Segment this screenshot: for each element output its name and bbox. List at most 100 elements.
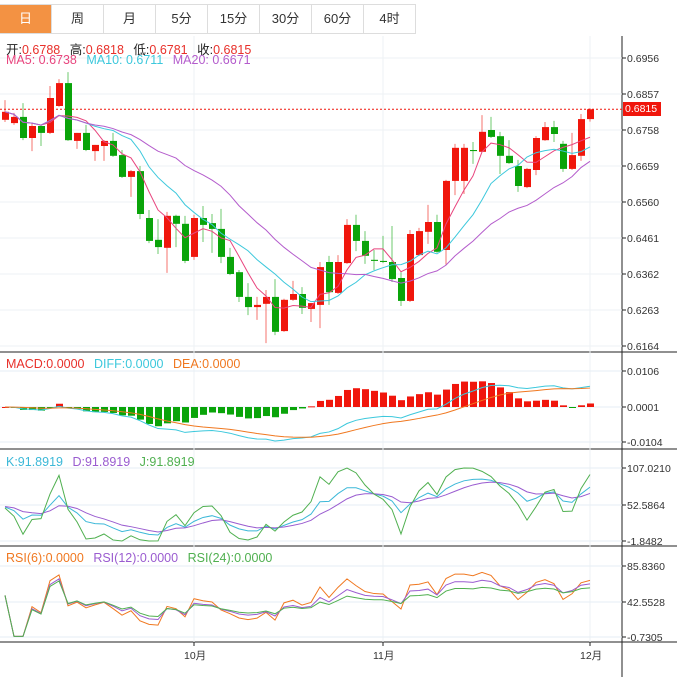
macd-bar: [299, 407, 306, 409]
price-tick-label: 0.6362: [627, 269, 659, 281]
price-tick-label: 0.6560: [627, 197, 659, 209]
rsi-tick-label: 85.8360: [627, 561, 665, 573]
ma5-line: [4, 111, 591, 309]
candle-down: [119, 155, 126, 177]
macd-bar: [506, 392, 513, 407]
macd-bar: [371, 390, 378, 407]
macd-bar: [542, 399, 549, 407]
tab-3[interactable]: 5分: [156, 5, 208, 33]
candle-down: [470, 150, 477, 152]
macd-tick-label: 0.0106: [627, 366, 659, 378]
candle-up: [29, 126, 36, 138]
x-axis-label: 10月: [184, 650, 206, 662]
macd-bar: [11, 407, 18, 408]
macd-bar: [227, 407, 234, 415]
open-label: 开:: [6, 43, 22, 57]
macd-bar: [497, 387, 504, 407]
candle-up: [416, 231, 423, 256]
ohlc-legend: 开:0.6788 高:0.6818 低:0.6781 收:0.6815: [6, 39, 257, 58]
macd-bar: [209, 407, 216, 413]
candle-down: [272, 296, 279, 332]
tab-0[interactable]: 日: [0, 5, 52, 33]
ma20-line: [4, 111, 591, 284]
candle-up: [164, 215, 171, 248]
candle-down: [353, 224, 360, 241]
candle-up: [290, 294, 297, 300]
candle-up: [452, 147, 459, 181]
candle-up: [2, 111, 9, 120]
tab-6[interactable]: 60分: [312, 5, 364, 33]
candle-down: [245, 296, 252, 308]
candle-down: [434, 222, 441, 252]
candle-down: [488, 130, 495, 137]
macd-tick-label: 0.0001: [627, 402, 659, 414]
tab-7[interactable]: 4时: [364, 5, 416, 33]
macd-bar: [308, 406, 315, 408]
j-value: J:91.8919: [139, 455, 195, 469]
candle-up: [479, 131, 486, 152]
kdj-tick-label: 107.0210: [627, 463, 671, 475]
kdj-legend: K:91.8919 D:91.8919 J:91.8919: [6, 455, 201, 469]
macd-bar: [2, 407, 9, 408]
macd-bar: [164, 407, 171, 424]
macd-bar: [173, 407, 180, 422]
macd-bar: [524, 401, 531, 407]
candle-down: [20, 116, 27, 138]
candle-down: [137, 171, 144, 214]
rsi6-line: [4, 571, 591, 637]
candle-down: [380, 260, 387, 262]
candle-down: [209, 223, 216, 229]
open-value: 0.6788: [21, 43, 61, 57]
candle-up: [443, 180, 450, 250]
macd-value: MACD:0.0000: [6, 357, 85, 371]
candle-up: [56, 83, 63, 106]
high-label: 高:: [69, 43, 86, 57]
macd-bar: [245, 407, 252, 419]
candle-up: [524, 168, 531, 188]
candle-down: [236, 272, 243, 297]
candle-down: [227, 256, 234, 274]
candle-up: [263, 296, 270, 304]
candle-up: [47, 98, 54, 133]
candle-up: [317, 267, 324, 305]
rsi6-value: RSI(6):0.0000: [6, 551, 84, 565]
candle-down: [182, 223, 189, 261]
macd-bar: [20, 407, 27, 410]
rsi12-line: [4, 578, 591, 637]
candle-up: [425, 222, 432, 232]
kdj-tick-label: -1.8482: [627, 536, 663, 548]
tab-1[interactable]: 周: [52, 5, 104, 33]
macd-bar: [398, 400, 405, 407]
candle-up: [335, 262, 342, 293]
candle-up: [461, 147, 468, 181]
candle-down: [326, 262, 333, 293]
candle-down: [83, 132, 90, 150]
tab-5[interactable]: 30分: [260, 5, 312, 33]
macd-bar: [452, 383, 459, 407]
candle-up: [587, 109, 594, 120]
k-line: [4, 478, 591, 536]
macd-bar: [38, 407, 45, 411]
price-tick-label: 0.6461: [627, 233, 659, 245]
macd-bar: [254, 407, 261, 419]
macd-bar: [551, 400, 558, 407]
candle-down: [110, 140, 117, 156]
ma5-value: MA5: 0.6738: [6, 53, 77, 67]
tab-2[interactable]: 月: [104, 5, 156, 33]
macd-bar: [182, 407, 189, 423]
candle-down: [38, 126, 45, 133]
candle-down: [515, 166, 522, 186]
macd-tick-label: -0.0104: [627, 437, 663, 449]
candle-up: [74, 132, 81, 141]
high-value: 0.6818: [85, 43, 124, 57]
current-price-tag: 0.6815: [623, 102, 661, 117]
candle-up: [344, 224, 351, 264]
macd-bar: [533, 400, 540, 407]
macd-bar: [119, 407, 126, 416]
tab-4[interactable]: 15分: [208, 5, 260, 33]
x-axis-label: 11月: [373, 650, 394, 662]
candle-up: [101, 140, 108, 146]
candle-up: [533, 138, 540, 170]
period-tabs: 日周月 5分 15分 30分 60分 4时: [0, 4, 416, 34]
